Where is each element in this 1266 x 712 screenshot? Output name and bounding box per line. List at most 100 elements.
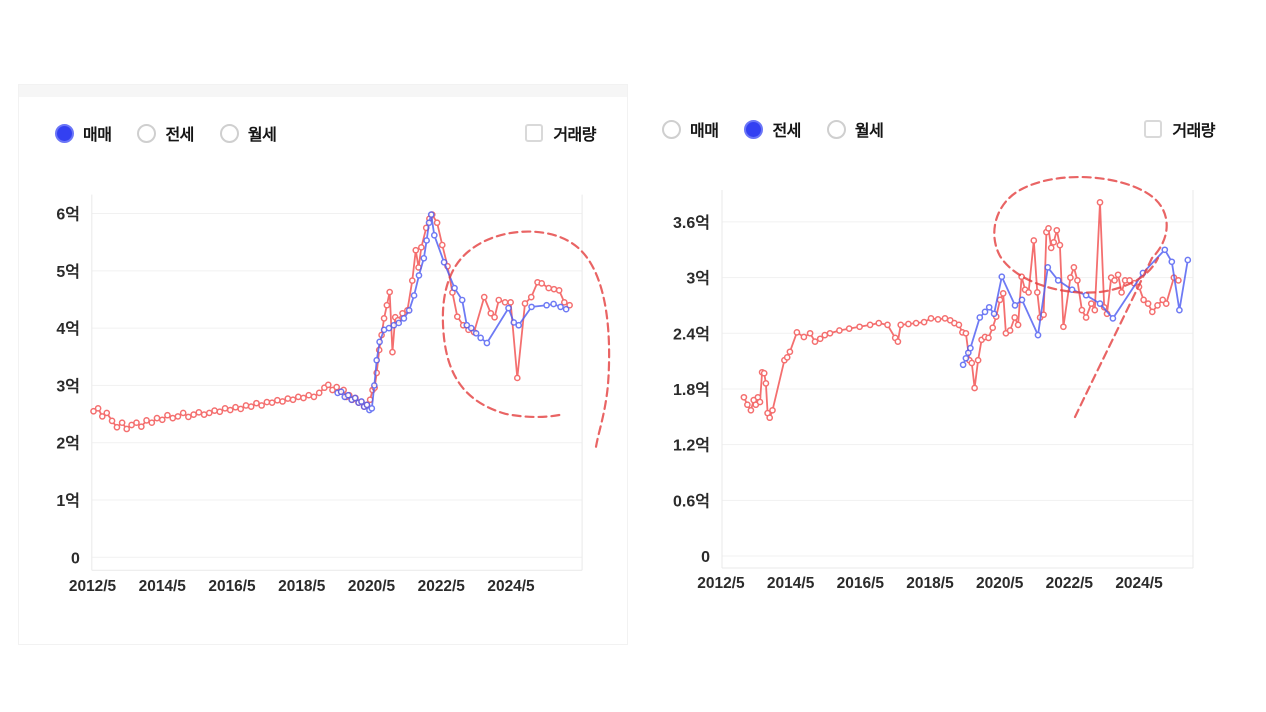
data-point-marker: [1067, 274, 1074, 281]
radio-wolse-right[interactable]: 월세: [826, 117, 884, 141]
data-point-marker: [408, 277, 416, 284]
data-point-marker: [405, 307, 413, 314]
data-point-marker: [999, 290, 1007, 297]
data-point-marker: [1011, 314, 1019, 321]
data-point-marker: [1176, 306, 1183, 314]
data-point-marker: [195, 408, 203, 416]
data-point-marker: [513, 374, 521, 382]
x-axis-labels: 2012/5 2014/5 2016/5 2018/5 2020/5 2022/5 2024…: [697, 575, 1163, 592]
radio-label-maemae: 매매: [690, 123, 719, 140]
data-point-marker: [920, 318, 928, 326]
y-tick-label: 0.6억: [673, 491, 710, 510]
data-point-marker: [897, 321, 905, 329]
volume-checkbox-right[interactable]: 거래량: [1144, 117, 1215, 141]
y-tick-label: 1.8억: [673, 380, 710, 399]
radio-maemae-left[interactable]: 매매: [55, 121, 112, 145]
radio-icon: [219, 123, 239, 143]
data-point-marker: [463, 321, 471, 329]
data-point-marker: [190, 411, 198, 418]
data-point-marker: [1044, 264, 1052, 271]
data-point-marker: [560, 298, 568, 306]
data-point-marker: [1033, 289, 1041, 296]
data-point-marker: [211, 407, 218, 414]
data-point-marker: [179, 409, 187, 417]
data-point-marker: [242, 402, 250, 409]
data-point-marker: [221, 405, 229, 412]
x-tick-label: 2020/5: [348, 578, 396, 595]
data-point-marker: [555, 287, 563, 294]
data-point-marker: [967, 344, 974, 352]
data-point-marker: [123, 425, 131, 433]
x-tick-label: 2024/5: [1115, 575, 1163, 592]
data-point-marker: [1109, 315, 1117, 322]
price-chart-right[interactable]: 0 0.6억 1.2억 1.8억 2.4억 3억 3.6억 2012/5 2014/5 2016/…: [655, 95, 1255, 615]
data-point-marker: [959, 361, 967, 369]
data-point-marker: [501, 298, 509, 306]
volume-checkbox-left[interactable]: 거래량: [525, 121, 596, 145]
radio-icon: [826, 119, 846, 139]
data-point-marker: [760, 369, 768, 377]
data-point-marker: [1114, 271, 1122, 279]
data-point-marker: [103, 409, 111, 417]
x-tick-label: 2012/5: [697, 575, 745, 592]
data-point-marker: [1118, 289, 1125, 296]
data-point-marker: [418, 243, 425, 251]
y-tick-label: 2억: [56, 434, 80, 453]
data-point-marker: [1006, 327, 1014, 334]
data-point-marker: [1018, 296, 1026, 304]
data-point-marker: [433, 219, 441, 227]
y-tick-label: 1억: [56, 491, 80, 510]
price-type-radio-group-right: 매매 전세 월세: [662, 117, 884, 141]
data-point-marker: [90, 407, 97, 415]
radio-wolse-left[interactable]: 월세: [219, 121, 277, 145]
data-point-marker: [1070, 264, 1078, 271]
data-point-marker: [1082, 314, 1090, 321]
chart-card-left: 0 1억 2억 3억 4억 5억 6억 2012/5 2014/5 2016/5 2018/5 202…: [18, 84, 628, 645]
data-point-marker: [376, 338, 383, 346]
data-point-marker: [968, 359, 976, 367]
data-point-marker: [118, 419, 126, 427]
data-point-marker: [927, 315, 935, 322]
data-point-marker: [373, 356, 381, 364]
card-top-strip: [19, 85, 627, 97]
radio-label-wolse: 월세: [247, 127, 277, 144]
data-point-marker: [550, 300, 557, 308]
data-point-marker: [816, 335, 824, 343]
data-point-marker: [521, 300, 529, 307]
data-point-marker: [912, 319, 920, 327]
data-point-marker: [515, 321, 523, 329]
data-point-marker: [169, 414, 177, 422]
data-point-marker: [989, 324, 997, 332]
chart-card-right: 0 0.6억 1.2억 1.8억 2.4억 3억 3.6억 2012/5 2014/5 2016/…: [655, 95, 1255, 615]
data-point-marker: [985, 334, 992, 342]
data-point-marker: [389, 348, 396, 356]
data-point-marker: [324, 381, 332, 389]
data-point-marker: [138, 423, 145, 431]
x-tick-label: 2020/5: [976, 575, 1024, 592]
radio-jeonse-right[interactable]: 전세: [744, 117, 801, 141]
radio-maemae-right[interactable]: 매매: [662, 117, 719, 141]
data-point-marker: [395, 319, 403, 327]
data-point-marker: [955, 321, 963, 329]
y-tick-label: 3.6억: [673, 213, 710, 232]
x-tick-label: 2014/5: [139, 578, 187, 595]
data-point-marker: [527, 293, 535, 301]
data-point-marker: [363, 401, 371, 409]
radio-jeonse-left[interactable]: 전세: [137, 121, 194, 145]
data-point-marker: [174, 413, 182, 420]
price-chart-left[interactable]: 0 1억 2억 3억 4억 5억 6억 2012/5 2014/5 2016/5 2018/5 202…: [19, 85, 627, 644]
data-point-marker: [981, 308, 989, 316]
data-point-marker: [216, 408, 224, 416]
data-point-marker: [438, 241, 446, 249]
data-point-marker: [974, 356, 982, 364]
blue-series: [959, 246, 1192, 369]
data-point-marker: [164, 411, 171, 419]
data-point-marker: [226, 406, 234, 414]
x-tick-label: 2016/5: [208, 578, 256, 595]
data-point-marker: [423, 237, 430, 244]
data-point-marker: [368, 405, 376, 412]
data-point-marker: [458, 296, 466, 304]
plot-borders: [91, 194, 583, 571]
data-point-marker: [845, 325, 853, 332]
data-point-marker: [333, 383, 340, 391]
